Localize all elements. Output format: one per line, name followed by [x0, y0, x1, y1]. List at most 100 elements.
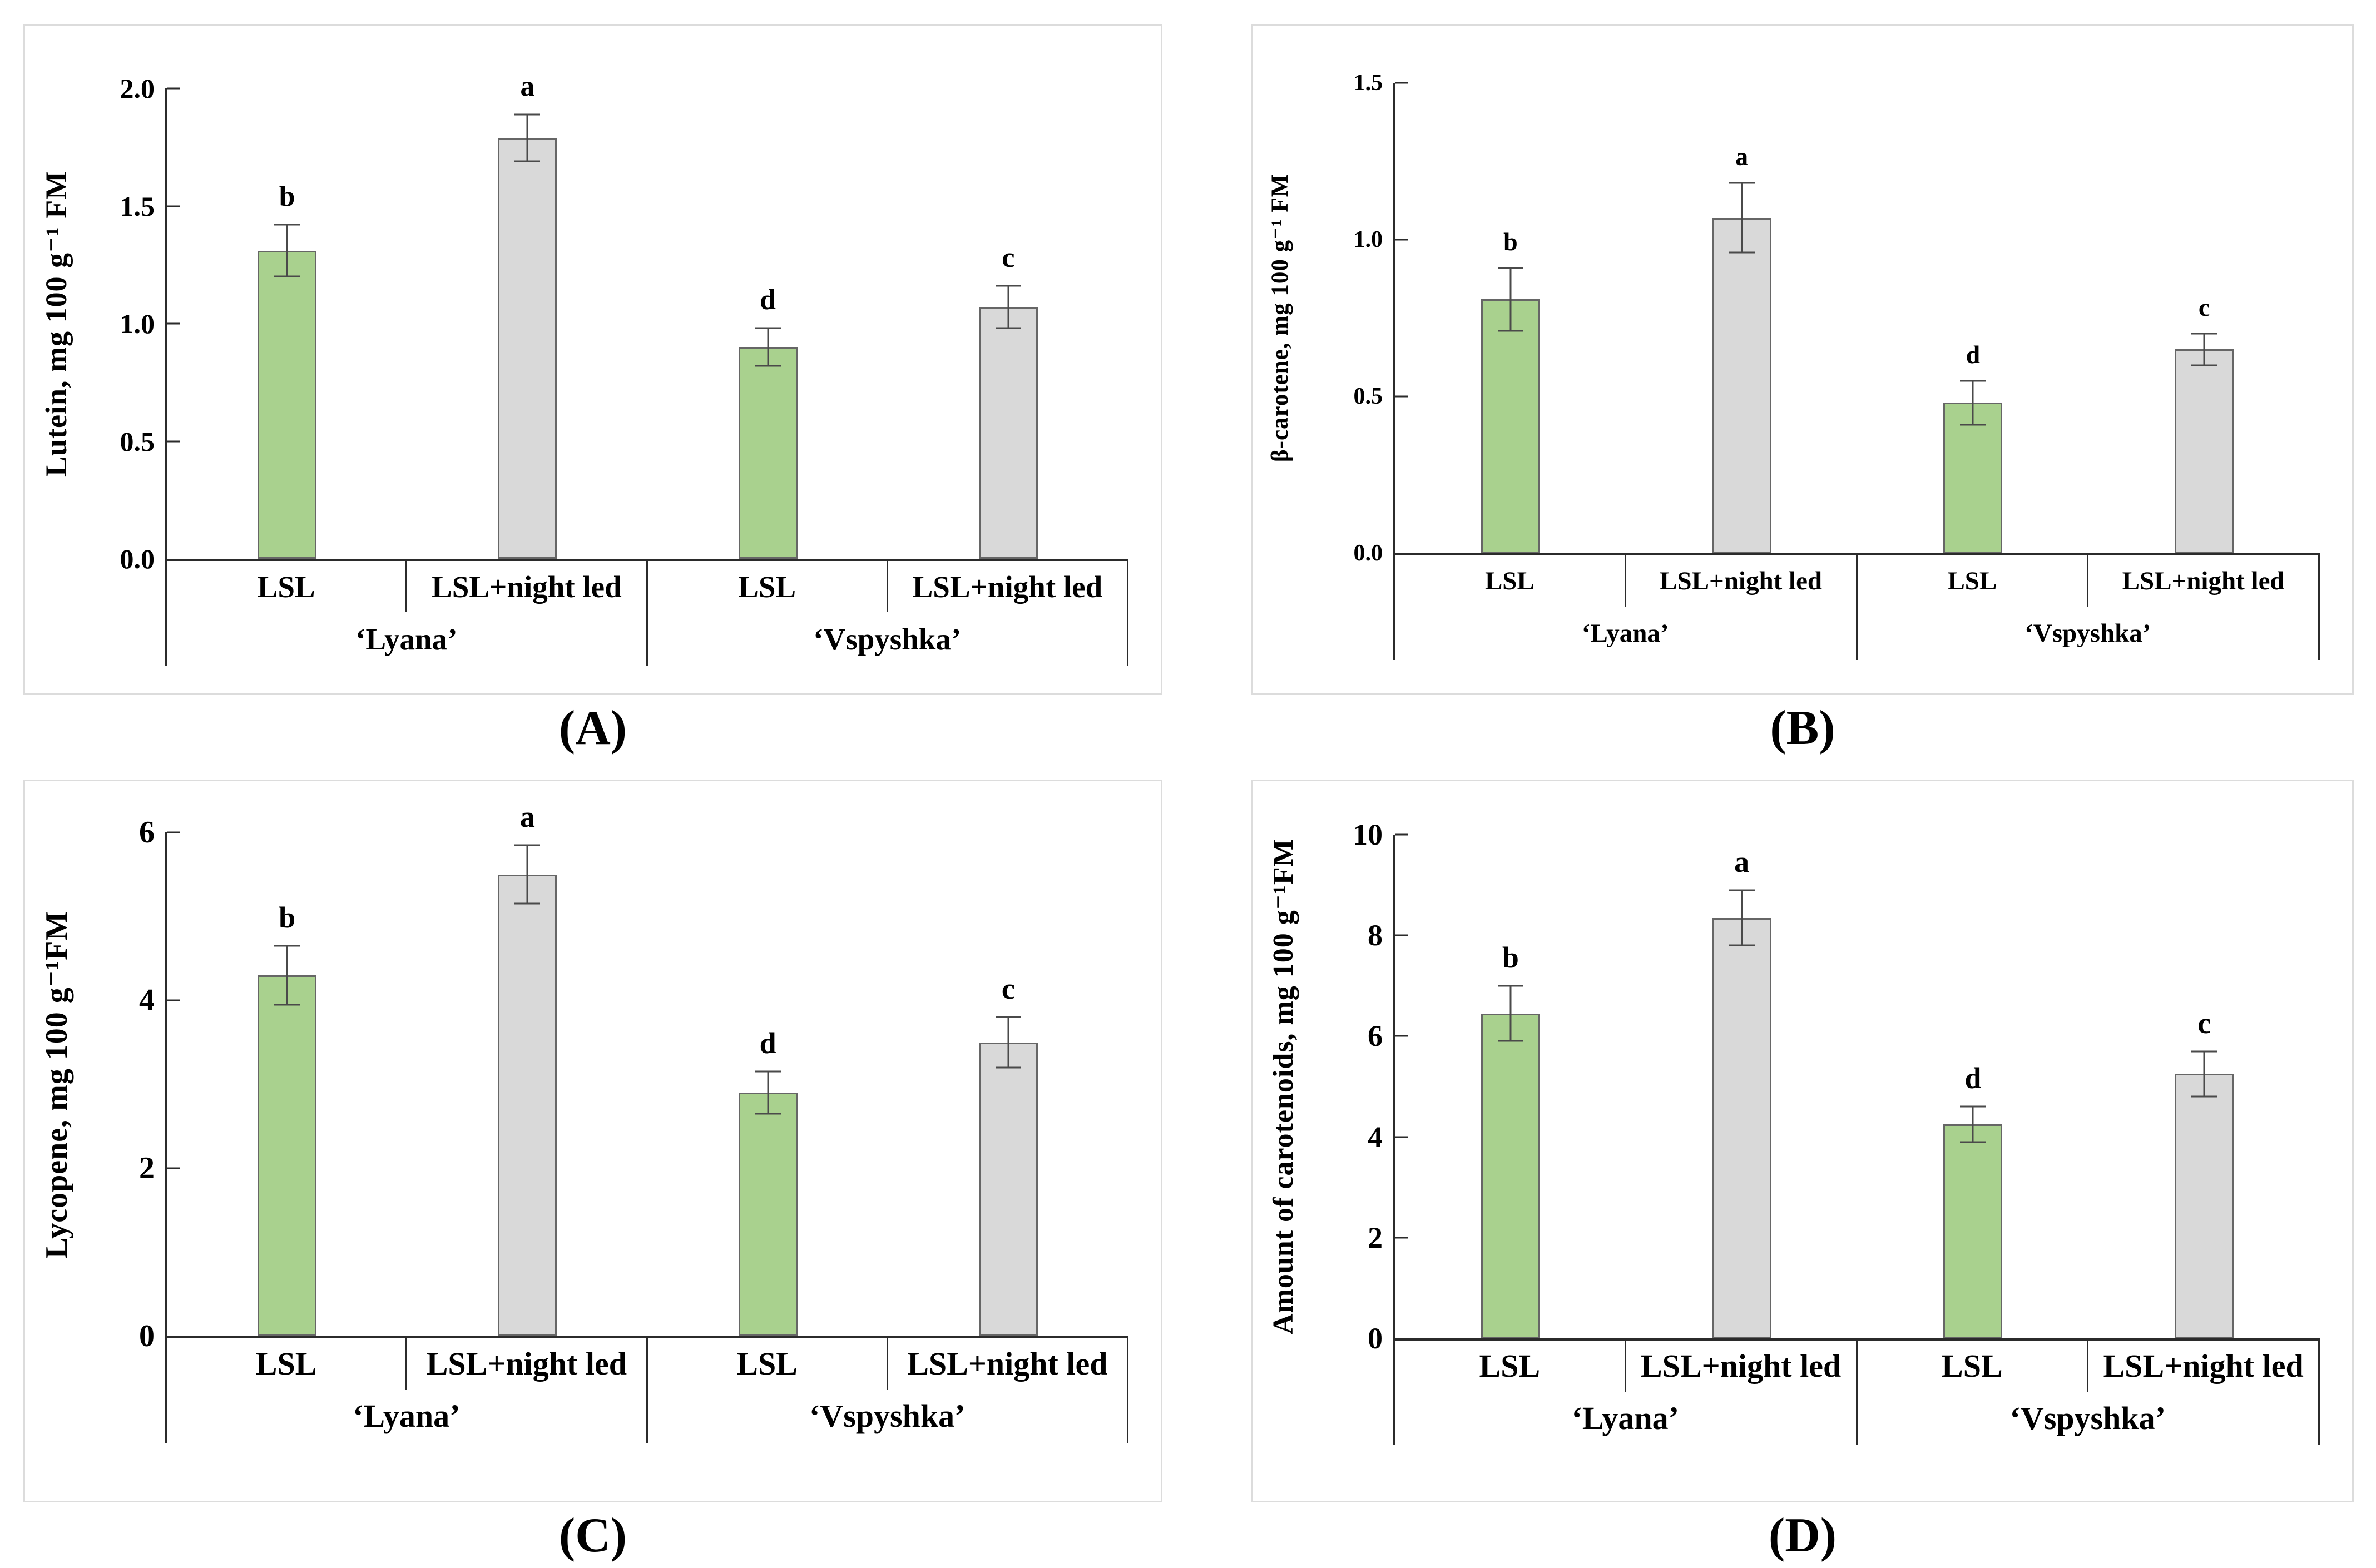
y-tick-label: 0 — [139, 1319, 155, 1353]
treatment-label: LSL+night led — [1660, 566, 1823, 596]
y-tick-mark — [1395, 934, 1408, 936]
plot-area: 0 2 4 6 b a d c — [139, 802, 1128, 1352]
y-tick-label: 2.0 — [120, 73, 155, 104]
y-tick-mark — [167, 87, 180, 90]
treatment-label: LSL+night led — [907, 1346, 1108, 1382]
error-bar-line — [526, 114, 528, 162]
chart-d-box: Amount of carotenoids, mg 100 g⁻¹FM 0 2 4 6… — [1251, 780, 2354, 1502]
panel-c-caption: (C) — [558, 1509, 627, 1562]
bar — [978, 1042, 1038, 1336]
bars-layer: b a d c — [1395, 83, 2320, 553]
y-tick-mark — [167, 322, 180, 325]
significance-letter: b — [1503, 227, 1518, 256]
bar — [1943, 1124, 2003, 1338]
chart-b-y-axis-title: β-carotene, mg 100 g⁻¹ FM — [1267, 173, 1293, 463]
bar-slot: c — [2088, 83, 2320, 553]
y-tick-label: 0.0 — [120, 543, 155, 574]
treatment-label: LSL — [1395, 555, 1626, 607]
bar-slot: c — [888, 832, 1128, 1336]
y-tick-mark — [1395, 833, 1408, 836]
error-bar-cap — [1497, 1040, 1523, 1042]
panel-b-caption: (B) — [1770, 701, 1835, 755]
bar-slot: d — [648, 832, 888, 1336]
treatment-row: LSL LSL+night led — [1395, 555, 1856, 607]
y-tick-label: 4 — [1368, 1120, 1383, 1154]
error-bar-line — [767, 1071, 769, 1114]
plot-area: 0.0 0.5 1.0 1.5 b a d c — [1354, 71, 2320, 565]
significance-letter: b — [1502, 940, 1519, 974]
error-bar-line — [1509, 267, 1512, 331]
significance-letter: a — [520, 70, 535, 102]
significance-letter: c — [1001, 972, 1015, 1006]
error-bar-line — [2203, 334, 2205, 365]
bar — [1481, 299, 1540, 553]
y-tick-mark — [167, 831, 180, 833]
treatment-label: LSL+night led — [426, 1346, 627, 1382]
significance-letter: d — [1966, 340, 1981, 369]
y-tick-label: 2 — [1368, 1220, 1383, 1254]
panel-c: Lycopene, mg 100 g⁻¹FM 0 2 4 6 b a d c LSL LSL+n… — [23, 780, 1162, 1568]
y-tick-mark — [1395, 82, 1408, 84]
error-bar-cap — [1497, 985, 1523, 987]
chart-d-inner: Amount of carotenoids, mg 100 g⁻¹FM 0 2 4 6… — [1253, 781, 2352, 1445]
cultivar-label: ‘Vspyshka’ — [813, 622, 962, 656]
treatment-label: LSL — [1858, 555, 2089, 607]
error-bar-cap — [274, 275, 300, 277]
chart-c-plot-column: 0 2 4 6 b a d c LSL LSL+night led ‘Lyana’ LSL LSL+n… — [139, 802, 1128, 1443]
error-bar-cap — [755, 1113, 781, 1115]
group-column: LSL LSL+night led ‘Vspyshka’ — [1858, 555, 2320, 660]
error-bar-cap — [1960, 380, 1986, 382]
bar-slot: c — [888, 88, 1128, 559]
treatment-label: LSL+night led — [432, 569, 622, 604]
treatment-row: LSL LSL+night led — [1858, 555, 2319, 607]
chart-b-box: β-carotene, mg 100 g⁻¹ FM 0.0 0.5 1.0 1.5 b a… — [1251, 24, 2354, 695]
bar — [1712, 917, 1771, 1338]
group-column: LSL LSL+night led ‘Lyana’ — [1395, 555, 1858, 660]
bar-slot: a — [1626, 83, 1858, 553]
bar — [498, 874, 557, 1336]
panel-a: Lutein, mg 100 g⁻¹ FM 0.0 0.5 1.0 1.5 2.0 b a d… — [23, 24, 1162, 761]
treatment-label: LSL — [648, 561, 888, 612]
error-bar-cap — [514, 160, 541, 162]
panel-a-caption: (A) — [558, 701, 627, 755]
treatment-label: LSL — [167, 561, 408, 612]
y-tick-mark — [1395, 239, 1408, 241]
bar — [2175, 1074, 2234, 1338]
group-column: LSL LSL+night led ‘Vspyshka’ — [648, 561, 1128, 666]
group-column: LSL LSL+night led ‘Lyana’ — [1395, 1341, 1858, 1445]
y-tick-label: 1.0 — [120, 308, 155, 339]
treatment-label: LSL — [1395, 1341, 1626, 1392]
panel-b: β-carotene, mg 100 g⁻¹ FM 0.0 0.5 1.0 1.5 b a… — [1251, 24, 2354, 761]
group-column: LSL LSL+night led ‘Vspyshka’ — [648, 1338, 1128, 1443]
bar-slot: d — [1858, 83, 2089, 553]
chart-c-box: Lycopene, mg 100 g⁻¹FM 0 2 4 6 b a d c LSL LSL+n… — [23, 780, 1162, 1502]
bar — [258, 250, 317, 559]
cultivar-label: ‘Lyana’ — [1571, 1400, 1679, 1436]
treatment-label: LSL+night led — [912, 569, 1103, 604]
error-bar-cap — [274, 1004, 300, 1006]
significance-letter: c — [1002, 242, 1015, 274]
error-bar-cap — [755, 365, 781, 367]
treatment-row: LSL LSL+night led — [1395, 1341, 1856, 1392]
y-tick-mark — [167, 999, 180, 1001]
y-tick-label: 0.0 — [1353, 540, 1383, 566]
error-bar-cap — [2191, 364, 2217, 366]
significance-letter: b — [279, 181, 295, 213]
bar-slot: b — [167, 88, 407, 559]
bar — [1712, 217, 1771, 553]
bar — [258, 975, 317, 1336]
significance-letter: d — [1964, 1061, 1982, 1095]
significance-letter: a — [1734, 845, 1750, 879]
y-tick-label: 1.0 — [1353, 226, 1383, 252]
error-bar-cap — [2191, 333, 2217, 335]
bar-slot: c — [2088, 835, 2320, 1338]
bars-layer: b a d c — [167, 802, 1128, 1336]
significance-letter: d — [759, 1026, 776, 1060]
significance-letter: c — [2197, 1006, 2211, 1040]
bar-slot: a — [1626, 835, 1858, 1338]
significance-letter: d — [760, 284, 776, 316]
chart-b-inner: β-carotene, mg 100 g⁻¹ FM 0.0 0.5 1.0 1.5 b a… — [1253, 26, 2352, 660]
chart-a-plot-column: 0.0 0.5 1.0 1.5 2.0 b a d c LSL LSL+night led ‘Lya… — [120, 72, 1128, 666]
y-tick-label: 0 — [1368, 1322, 1383, 1355]
